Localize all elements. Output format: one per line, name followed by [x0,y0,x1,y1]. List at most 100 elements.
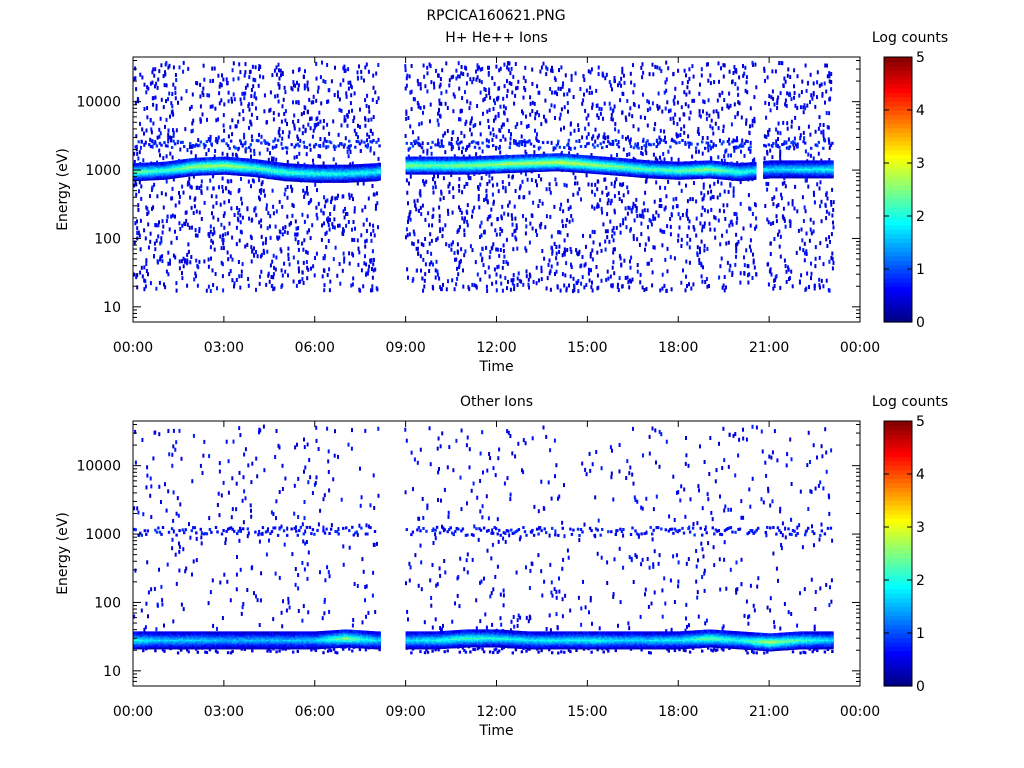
colorbar-slice [884,478,912,484]
x-tick-label: 21:00 [749,340,789,356]
colorbar-slice [884,105,912,111]
panel-title: Other Ions [460,394,533,410]
y-tick-label: 10000 [76,95,121,111]
colorbar-tick-label: 1 [916,626,925,642]
x-axis-label: Time [478,359,513,375]
colorbar-slice [884,451,912,457]
colorbar-slice [884,443,912,449]
colorbar-slice [884,544,912,550]
colorbar-slice [884,273,912,279]
colorbar-slice [884,70,912,76]
colorbar-slice [884,229,912,235]
colorbar-slice [884,633,912,639]
colorbar-slice [884,308,912,314]
colorbar-slice [884,136,912,142]
colorbar-slice [884,291,912,297]
colorbar-slice [884,246,912,252]
colorbar-slice [884,425,912,431]
colorbar-slice [884,140,912,146]
colorbar-slice [884,317,912,323]
x-tick-label: 15:00 [567,704,607,720]
colorbar-tick-label: 3 [916,156,925,172]
colorbar-label: Log counts [872,394,948,410]
x-tick-label: 18:00 [658,704,698,720]
colorbar-slice [884,216,912,222]
colorbar-slice [884,571,912,577]
colorbar-slice [884,123,912,129]
colorbar-slice [884,615,912,621]
colorbar-slice [884,593,912,599]
colorbar: 0 1 2 3 4 5 Log counts [872,394,948,695]
colorbar-tick-label: 3 [916,520,925,536]
colorbar-slice [884,606,912,612]
colorbar-slice [884,286,912,292]
colorbar-slice [884,557,912,563]
y-axis-label: Energy (eV) [55,512,71,595]
colorbar-slice [884,610,912,616]
colorbar-slice [884,163,912,169]
colorbar-slice [884,193,912,199]
colorbar-slice [884,491,912,497]
panel-title: H+ He++ Ions [445,30,548,46]
colorbar-slice [884,238,912,244]
colorbar-slice [884,646,912,652]
colorbar-slice [884,176,912,182]
colorbar-slice [884,487,912,493]
colorbar-slice [884,496,912,502]
colorbar-slice [884,202,912,208]
colorbar-slice [884,57,912,63]
colorbar-slice [884,681,912,687]
colorbar-slice [884,540,912,546]
colorbar-slice [884,549,912,555]
colorbar-slice [884,299,912,305]
colorbar-slice [884,132,912,138]
colorbar-slice [884,619,912,625]
colorbar-tick-label: 0 [916,679,925,695]
colorbar: 0 1 2 3 4 5 Log counts [872,30,948,331]
x-axis-label: Time [478,723,513,739]
colorbar-slice [884,118,912,124]
y-tick-label: 10 [103,300,121,316]
colorbar-slice [884,167,912,173]
x-tick-label: 00:00 [840,340,880,356]
x-tick-label: 00:00 [113,340,153,356]
colorbar-slice [884,456,912,462]
colorbar-slice [884,474,912,480]
colorbar-slice [884,500,912,506]
colorbar-slice [884,650,912,656]
y-tick-label: 10000 [76,459,121,475]
y-axis-label: Energy (eV) [55,148,71,231]
x-tick-label: 12:00 [476,704,516,720]
colorbar-slice [884,79,912,85]
colorbar-slice [884,198,912,204]
colorbar-tick-label: 2 [916,209,925,225]
colorbar-slice [884,663,912,669]
colorbar-slice [884,264,912,270]
colorbar-slice [884,641,912,647]
x-tick-label: 00:00 [113,704,153,720]
colorbar-slice [884,260,912,266]
colorbar-slice [884,101,912,107]
colorbar-slice [884,672,912,678]
colorbar-slice [884,145,912,151]
x-tick-label: 21:00 [749,704,789,720]
colorbar-slice [884,65,912,71]
colorbar-tick-label: 5 [916,414,925,430]
colorbar-slice [884,465,912,471]
colorbar-slice [884,531,912,537]
colorbar-slice [884,429,912,435]
colorbar-tick-label: 4 [916,103,925,119]
colorbar-label: Log counts [872,30,948,46]
colorbar-frame [883,420,913,687]
colorbar-slice [884,96,912,102]
x-tick-label: 09:00 [385,704,425,720]
y-tick-label: 10 [103,664,121,680]
colorbar-slice [884,154,912,160]
colorbar-slice [884,434,912,440]
colorbar-slice [884,460,912,466]
colorbar-slice [884,668,912,674]
colorbar-slice [884,447,912,453]
colorbar-slice [884,518,912,524]
x-tick-label: 03:00 [204,340,244,356]
colorbar-slice [884,149,912,155]
